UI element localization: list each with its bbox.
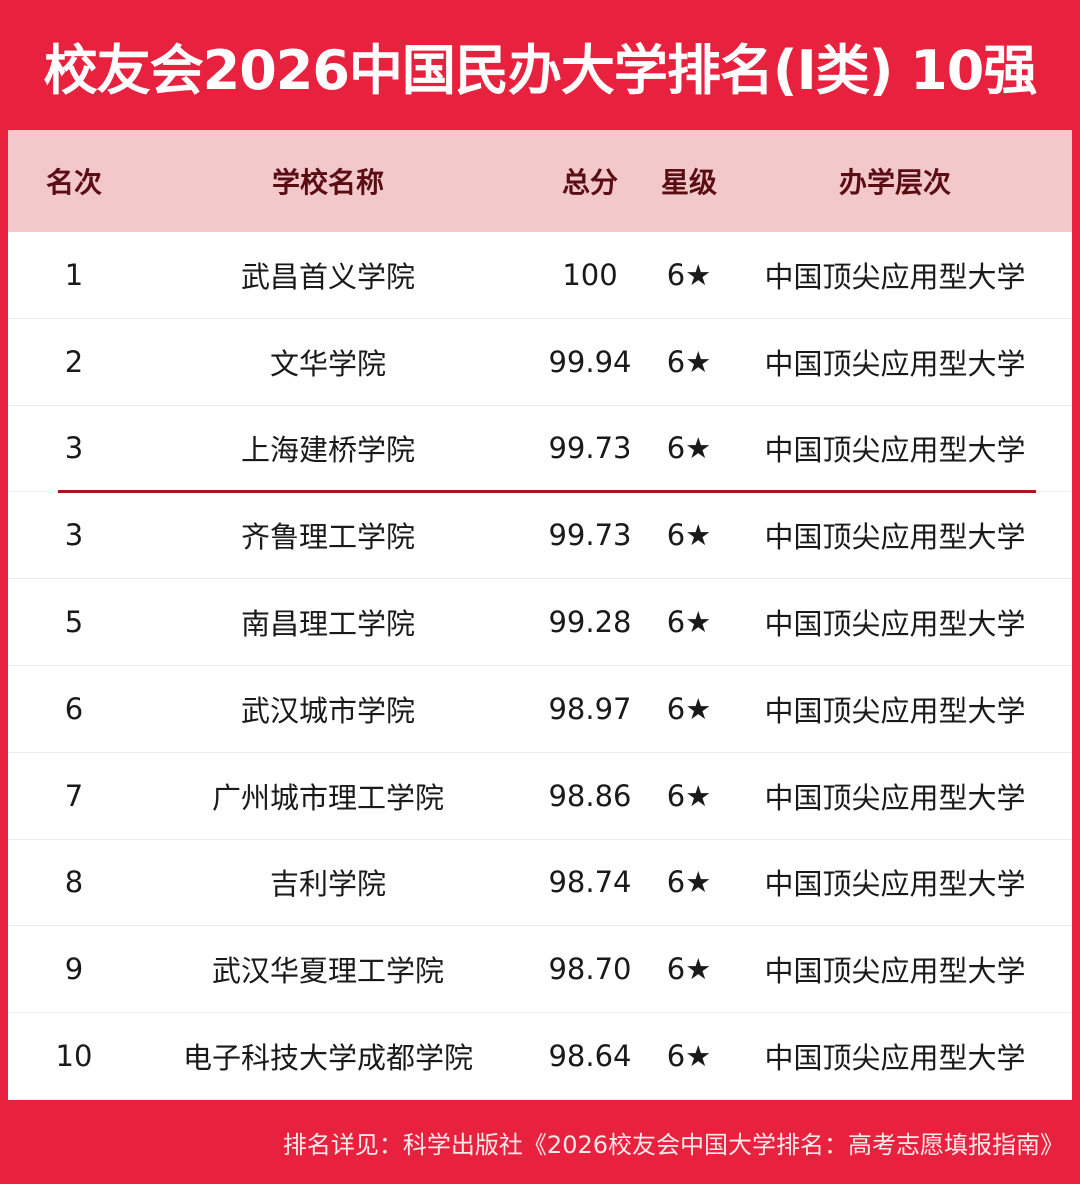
- cell-rank: 8: [64, 865, 84, 900]
- table-row: 6 武汉城市学院 98.97 6★ 中国顶尖应用型大学: [8, 666, 1072, 753]
- cell-level: 中国顶尖应用型大学: [764, 433, 1026, 468]
- cell-rank: 3: [64, 518, 84, 553]
- table-row: 3 齐鲁理工学院 99.73 6★ 中国顶尖应用型大学: [8, 492, 1072, 580]
- cell-star: 6★: [666, 1039, 712, 1074]
- column-header-score: 总分: [561, 166, 619, 199]
- table-row: 5 南昌理工学院 99.28 6★ 中国顶尖应用型大学: [8, 579, 1072, 666]
- cell-level: 中国顶尖应用型大学: [764, 693, 1026, 728]
- cell-level: 中国顶尖应用型大学: [764, 954, 1026, 989]
- cell-star: 6★: [666, 865, 712, 900]
- table-row: 8 吉利学院 98.74 6★ 中国顶尖应用型大学: [8, 840, 1072, 927]
- ranking-table: 名次 学校名称 总分 星级 办学层次 1 武昌首义学院 100 6★ 中国顶尖应用型大学…: [8, 130, 1072, 1100]
- cell-level: 中国顶尖应用型大学: [764, 346, 1026, 381]
- cell-level: 中国顶尖应用型大学: [764, 867, 1026, 902]
- cell-level: 中国顶尖应用型大学: [764, 259, 1026, 294]
- cell-star: 6★: [666, 605, 712, 640]
- column-header-name: 学校名称: [271, 166, 385, 199]
- cell-star: 6★: [666, 518, 712, 553]
- table-body: 1 武昌首义学院 100 6★ 中国顶尖应用型大学 2 文华学院 99.94 6★ 中国顶尖应用型…: [8, 232, 1072, 1100]
- table-row: 3 上海建桥学院 99.73 6★ 中国顶尖应用型大学: [8, 406, 1072, 493]
- cell-score: 99.94: [548, 344, 632, 379]
- cell-name: 齐鲁理工学院: [240, 520, 416, 555]
- column-header-rank: 名次: [45, 166, 103, 199]
- cell-star: 6★: [666, 691, 712, 726]
- footer-source: 排名详见：科学出版社《2026校友会中国大学排名：高考志愿填报指南》: [282, 1130, 1064, 1159]
- cell-name: 武汉华夏理工学院: [211, 954, 445, 989]
- cell-star: 6★: [666, 344, 712, 379]
- cell-rank: 6: [64, 691, 84, 726]
- cell-score: 98.86: [548, 778, 632, 813]
- cell-score: 99.73: [548, 431, 632, 466]
- table-row: 2 文华学院 99.94 6★ 中国顶尖应用型大学: [8, 319, 1072, 406]
- cell-level: 中国顶尖应用型大学: [764, 780, 1026, 815]
- table-row: 9 武汉华夏理工学院 98.70 6★ 中国顶尖应用型大学: [8, 926, 1072, 1014]
- cell-rank: 5: [64, 605, 84, 640]
- cell-name: 广州城市理工学院: [211, 780, 445, 815]
- cell-name: 上海建桥学院: [240, 433, 416, 468]
- cell-score: 100: [562, 257, 618, 292]
- cell-rank: 1: [64, 257, 84, 292]
- cell-rank: 7: [64, 778, 84, 813]
- cell-name: 南昌理工学院: [240, 607, 416, 642]
- cell-name: 电子科技大学成都学院: [182, 1041, 474, 1076]
- divider-line: [58, 490, 1036, 493]
- cell-name: 吉利学院: [269, 867, 387, 902]
- cell-rank: 9: [64, 952, 84, 987]
- cell-rank: 2: [64, 344, 84, 379]
- cell-score: 99.28: [548, 605, 632, 640]
- cell-score: 98.74: [548, 865, 632, 900]
- cell-score: 98.64: [548, 1039, 632, 1074]
- cell-rank: 3: [64, 431, 84, 466]
- column-header-star: 星级: [660, 166, 718, 199]
- table-row: 10 电子科技大学成都学院 98.64 6★ 中国顶尖应用型大学: [8, 1013, 1072, 1100]
- page-title: 校友会2026中国民办大学排名(I类) 10强: [43, 38, 1038, 102]
- table-row: 7 广州城市理工学院 98.86 6★ 中国顶尖应用型大学: [8, 753, 1072, 840]
- cell-name: 武汉城市学院: [240, 693, 416, 728]
- cell-score: 99.73: [548, 518, 632, 553]
- table-row: 1 武昌首义学院 100 6★ 中国顶尖应用型大学: [8, 232, 1072, 319]
- cell-score: 98.70: [548, 952, 632, 987]
- table-header: 名次 学校名称 总分 星级 办学层次: [8, 130, 1072, 232]
- cell-score: 98.97: [548, 691, 632, 726]
- cell-star: 6★: [666, 778, 712, 813]
- cell-level: 中国顶尖应用型大学: [764, 1041, 1026, 1076]
- column-header-level: 办学层次: [838, 166, 952, 199]
- cell-star: 6★: [666, 257, 712, 292]
- cell-level: 中国顶尖应用型大学: [764, 607, 1026, 642]
- cell-level: 中国顶尖应用型大学: [764, 520, 1026, 555]
- cell-star: 6★: [666, 431, 712, 466]
- cell-rank: 10: [55, 1039, 93, 1074]
- cell-star: 6★: [666, 952, 712, 987]
- cell-name: 文华学院: [269, 346, 387, 381]
- cell-name: 武昌首义学院: [240, 259, 416, 294]
